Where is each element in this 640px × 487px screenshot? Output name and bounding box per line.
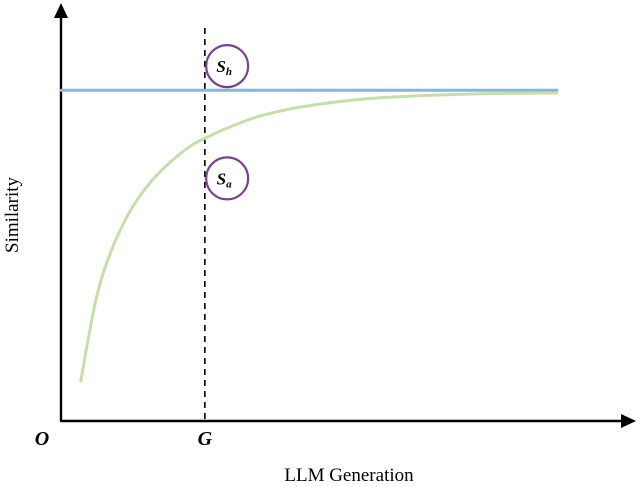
series-line-ai xyxy=(79,91,559,383)
x-tick-label-origin: O xyxy=(35,428,49,450)
annotation-badge-ai: Sa xyxy=(205,156,250,201)
x-axis-arrow xyxy=(621,414,636,428)
annotation-circle-ai xyxy=(205,156,250,201)
x-axis-title: LLM Generation xyxy=(284,465,414,486)
annotation-label-human: Sh xyxy=(216,57,232,78)
annotation-label-ai: Sa xyxy=(217,169,232,190)
y-axis-arrow xyxy=(54,3,68,18)
annotation-circle-human xyxy=(205,44,250,89)
y-axis-title: Similarity xyxy=(2,177,23,254)
annotation-layer: Sh Sa xyxy=(205,44,250,201)
annotation-badge-human: Sh xyxy=(205,44,250,89)
x-tick-label-g: G xyxy=(198,428,213,450)
series-layer xyxy=(59,88,559,383)
